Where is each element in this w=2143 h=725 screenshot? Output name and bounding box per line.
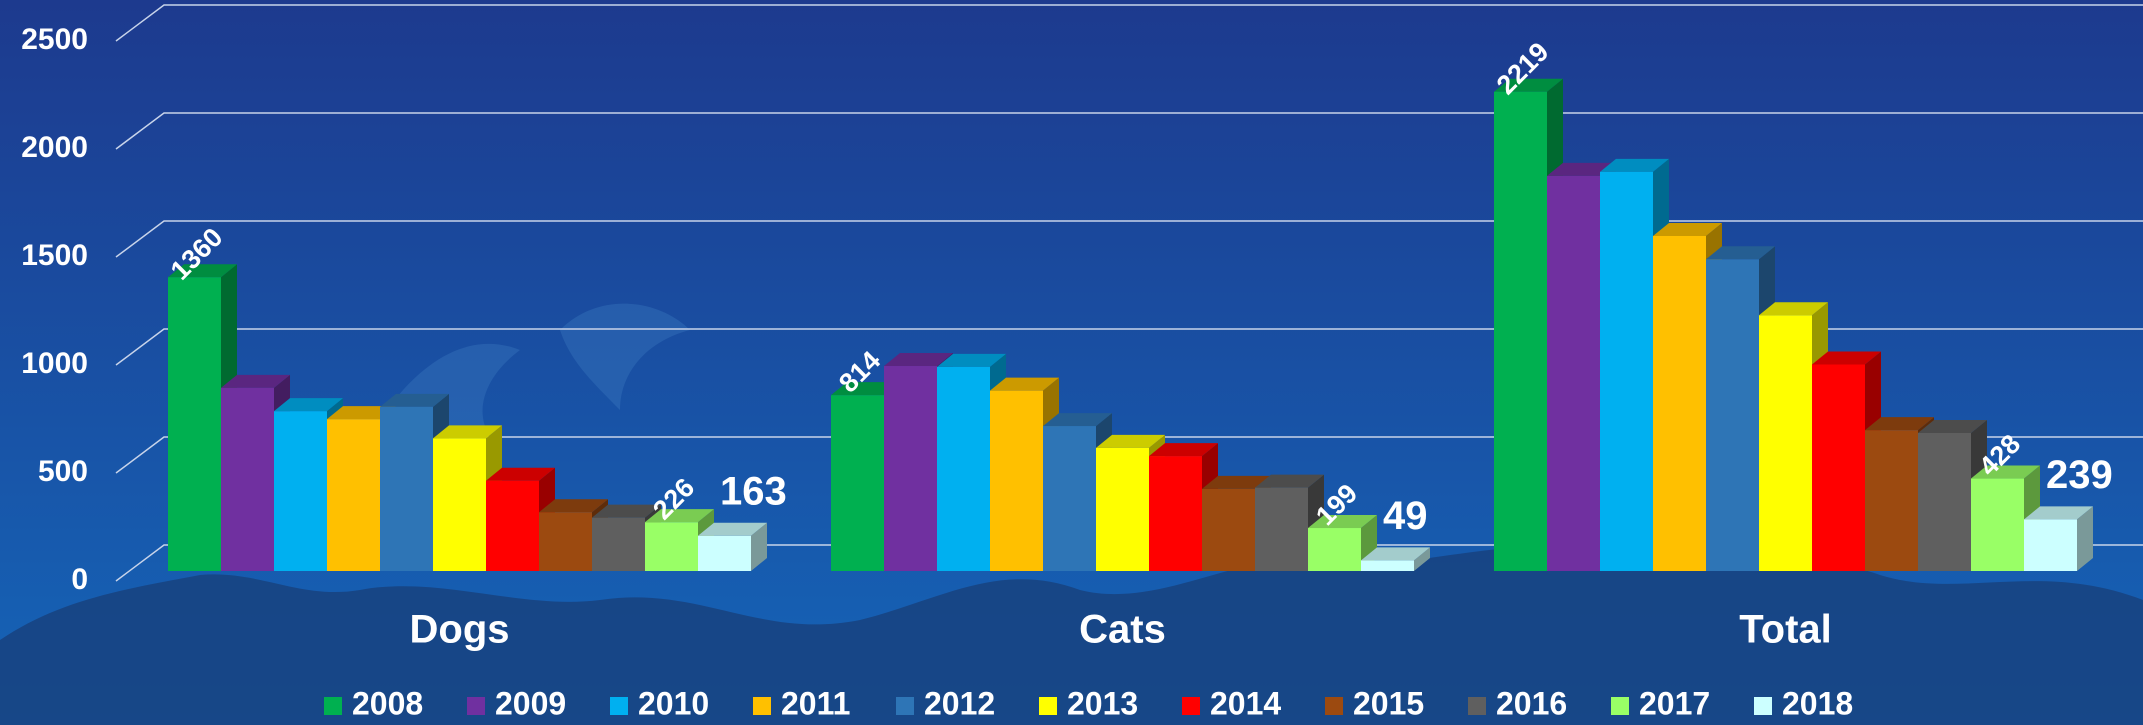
bar <box>1653 236 1706 571</box>
bar <box>2024 519 2077 571</box>
bar <box>168 277 221 571</box>
bar <box>486 481 539 571</box>
bar <box>1361 560 1414 571</box>
bar <box>1043 426 1096 571</box>
bar <box>1494 92 1547 571</box>
legend-label: 2009 <box>495 685 566 721</box>
y-tick-label: 2500 <box>21 23 88 56</box>
data-label: 163 <box>720 469 787 513</box>
y-tick-label: 2000 <box>21 131 88 164</box>
bar <box>831 395 884 571</box>
bar <box>1255 488 1308 571</box>
y-tick-label: 0 <box>71 563 88 596</box>
legend-swatch <box>467 697 485 715</box>
legend-label: 2017 <box>1639 685 1710 721</box>
bar <box>433 438 486 571</box>
bar <box>1706 259 1759 571</box>
bar <box>1202 489 1255 571</box>
bar <box>380 407 433 571</box>
legend-swatch <box>610 697 628 715</box>
bar <box>1971 479 2024 571</box>
legend-label: 2011 <box>781 685 850 721</box>
bar <box>1812 365 1865 571</box>
legend-swatch <box>1754 697 1772 715</box>
chart: 05001000150020002500Dogs1360226163Cats81… <box>0 0 2143 725</box>
bar <box>1547 176 1600 571</box>
legend-label: 2008 <box>352 685 423 721</box>
page: {"chart_data": {"type": "bar3d", "catego… <box>0 0 2143 725</box>
legend-label: 2016 <box>1496 685 1567 721</box>
bar <box>327 419 380 571</box>
legend-swatch <box>753 697 771 715</box>
legend-label: 2010 <box>638 685 709 721</box>
bar <box>1918 433 1971 571</box>
bar <box>1865 430 1918 571</box>
bar <box>221 388 274 571</box>
bar <box>1149 456 1202 571</box>
bar <box>1759 315 1812 571</box>
legend-label: 2018 <box>1782 685 1853 721</box>
y-tick-label: 1000 <box>21 347 88 380</box>
category-label: Total <box>1739 608 1832 652</box>
legend-label: 2015 <box>1353 685 1424 721</box>
bar <box>1600 172 1653 571</box>
y-tick-label: 1500 <box>21 239 88 272</box>
bar <box>274 411 327 571</box>
legend-label: 2013 <box>1067 685 1138 721</box>
bar <box>937 367 990 571</box>
bar <box>592 518 645 571</box>
legend-swatch <box>1468 697 1486 715</box>
bar <box>1096 448 1149 571</box>
legend-swatch <box>1611 697 1629 715</box>
data-label: 239 <box>2046 453 2113 497</box>
legend-swatch <box>1182 697 1200 715</box>
bar <box>884 366 937 571</box>
data-label: 49 <box>1383 494 1428 538</box>
legend-swatch <box>1325 697 1343 715</box>
legend-swatch <box>324 697 342 715</box>
legend-swatch <box>1039 697 1057 715</box>
bar <box>698 536 751 571</box>
legend-swatch <box>896 697 914 715</box>
bar <box>990 391 1043 571</box>
bar <box>1308 528 1361 571</box>
legend-label: 2014 <box>1210 685 1281 721</box>
bar <box>539 512 592 571</box>
category-label: Dogs <box>410 608 510 652</box>
y-tick-label: 500 <box>38 455 88 488</box>
legend-label: 2012 <box>924 685 995 721</box>
bar <box>645 522 698 571</box>
category-label: Cats <box>1079 608 1166 652</box>
